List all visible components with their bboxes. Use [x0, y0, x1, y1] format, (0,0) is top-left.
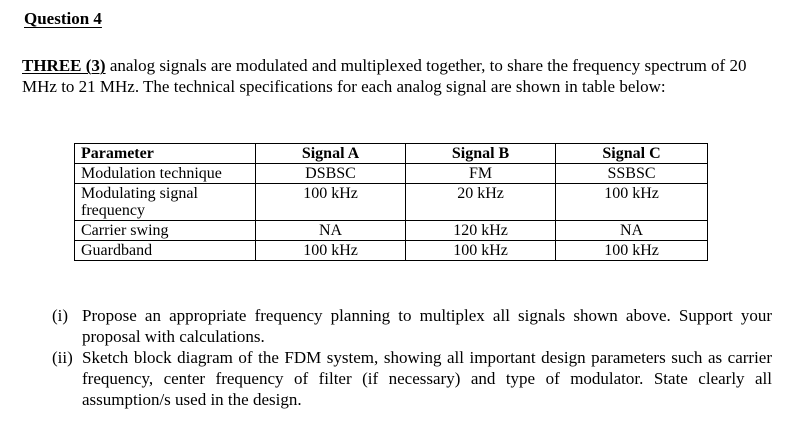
cell-value: 100 kHz	[555, 183, 708, 221]
header-signal-c: Signal C	[555, 143, 708, 164]
table-row: Modulation technique DSBSC FM SSBSC	[74, 163, 708, 184]
row-label-guardband: Guardband	[74, 240, 256, 261]
intro-lead: THREE (3)	[22, 56, 106, 75]
list-item: (ii) Sketch block diagram of the FDM sys…	[52, 347, 772, 410]
intro-paragraph: THREE (3) analog signals are modulated a…	[22, 56, 782, 97]
intro-text: analog signals are modulated and multipl…	[22, 56, 747, 96]
row-label-modulation-technique: Modulation technique	[74, 163, 256, 184]
cell-value: 100 kHz	[405, 240, 557, 261]
cell-value: 20 kHz	[405, 183, 557, 221]
table-header-row: Parameter Signal A Signal B Signal C	[74, 143, 708, 164]
item-number: (ii)	[52, 348, 73, 367]
question-list: (i) Propose an appropriate frequency pla…	[52, 305, 772, 410]
cell-value: FM	[405, 163, 557, 184]
row-label-carrier-swing: Carrier swing	[74, 220, 256, 241]
cell-value: 100 kHz	[555, 240, 708, 261]
cell-value: NA	[254, 220, 407, 241]
cell-value: 120 kHz	[405, 220, 557, 241]
header-parameter: Parameter	[74, 143, 256, 164]
cell-value: DSBSC	[254, 163, 407, 184]
header-signal-a: Signal A	[254, 143, 407, 164]
cell-value: 100 kHz	[254, 183, 407, 221]
cell-value: 100 kHz	[254, 240, 407, 261]
item-text: Sketch block diagram of the FDM system, …	[82, 348, 772, 409]
cell-value: SSBSC	[555, 163, 708, 184]
table-row: Carrier swing NA 120 kHz NA	[74, 220, 708, 241]
row-label-modulating-signal-frequency: Modulating signal frequency	[74, 183, 256, 221]
cell-value: NA	[555, 220, 708, 241]
item-number: (i)	[52, 306, 69, 325]
specification-table: Parameter Signal A Signal B Signal C Mod…	[74, 143, 708, 261]
header-signal-b: Signal B	[405, 143, 557, 164]
table-row: Guardband 100 kHz 100 kHz 100 kHz	[74, 240, 708, 261]
item-text: Propose an appropriate frequency plannin…	[82, 306, 772, 346]
table-row: Modulating signal frequency 100 kHz 20 k…	[74, 183, 708, 221]
question-heading: Question 4	[24, 9, 102, 28]
list-item: (i) Propose an appropriate frequency pla…	[52, 305, 772, 347]
